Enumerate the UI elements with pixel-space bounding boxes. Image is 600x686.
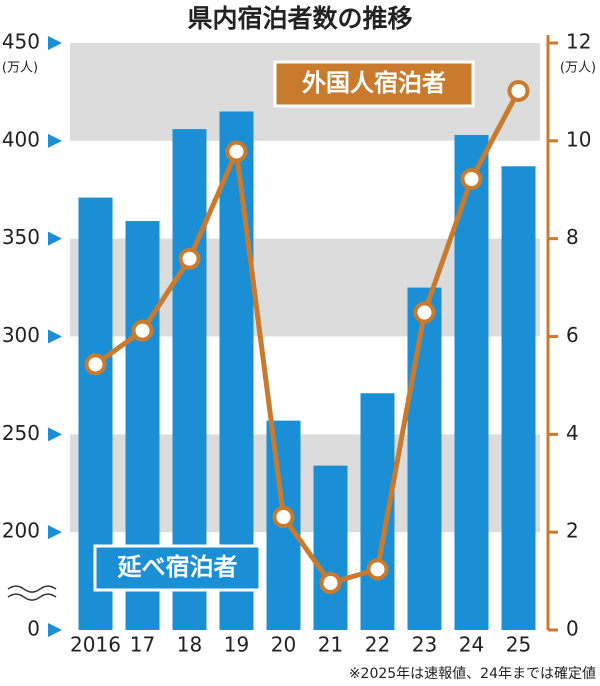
y-tick-label: 400 [2, 127, 40, 151]
marker [84, 353, 107, 376]
y-tick [48, 623, 62, 637]
x-tick-label: 21 [318, 633, 343, 657]
y-tick [48, 427, 62, 442]
marker [272, 506, 295, 529]
axis-break [7, 593, 57, 601]
y-tick [48, 36, 62, 50]
chart-title: 県内宿泊者数の推移 [187, 4, 412, 33]
y-tick-label: 450 [2, 30, 40, 54]
y2-tick-label: 4 [566, 421, 579, 445]
marker [366, 558, 389, 581]
y-tick [48, 231, 62, 246]
marker [460, 167, 483, 190]
marker [319, 572, 342, 595]
marker [178, 247, 201, 270]
x-tick-label: 2016 [70, 633, 121, 657]
legend-label: 延べ宿泊者 [117, 553, 238, 581]
legend-box [273, 60, 475, 108]
bar [407, 287, 442, 630]
y2-tick-label: 0 [566, 617, 579, 641]
x-tick-label: 19 [224, 633, 249, 657]
x-tick-label: 23 [412, 633, 437, 657]
bar [219, 111, 254, 630]
y-tick-label: 200 [2, 519, 40, 543]
y-tick-label: 350 [2, 225, 40, 249]
bar [313, 465, 348, 630]
y2-unit: (万人) [560, 61, 596, 76]
y2-tick-label: 8 [566, 225, 579, 249]
bar [501, 166, 536, 630]
axis-break [7, 585, 57, 593]
y2-tick-label: 2 [566, 519, 579, 543]
y-tick-label: 250 [2, 421, 40, 445]
legend-box [93, 544, 262, 592]
y-unit: (万人) [2, 61, 38, 76]
marker [225, 140, 248, 163]
y2-tick-label: 6 [566, 323, 579, 347]
marker [413, 301, 436, 324]
y-tick-label: 0 [27, 617, 40, 641]
x-tick-label: 20 [271, 633, 296, 657]
footnote: ※2025年は速報値、24年までは確定値 [349, 666, 596, 682]
y-tick-label: 300 [2, 323, 40, 347]
x-tick-label: 25 [506, 633, 531, 657]
x-tick-label: 22 [365, 633, 390, 657]
legend-label: 外国人宿泊者 [302, 69, 446, 97]
x-tick-label: 17 [130, 633, 155, 657]
x-tick-label: 18 [177, 633, 202, 657]
y-tick [48, 329, 62, 344]
y2-tick-label: 12 [566, 30, 591, 54]
marker [507, 79, 530, 102]
marker [131, 319, 154, 342]
y-tick [48, 133, 62, 148]
x-tick-label: 24 [459, 633, 484, 657]
y-tick [48, 525, 62, 540]
y2-tick-label: 10 [566, 127, 591, 151]
line [94, 89, 521, 586]
